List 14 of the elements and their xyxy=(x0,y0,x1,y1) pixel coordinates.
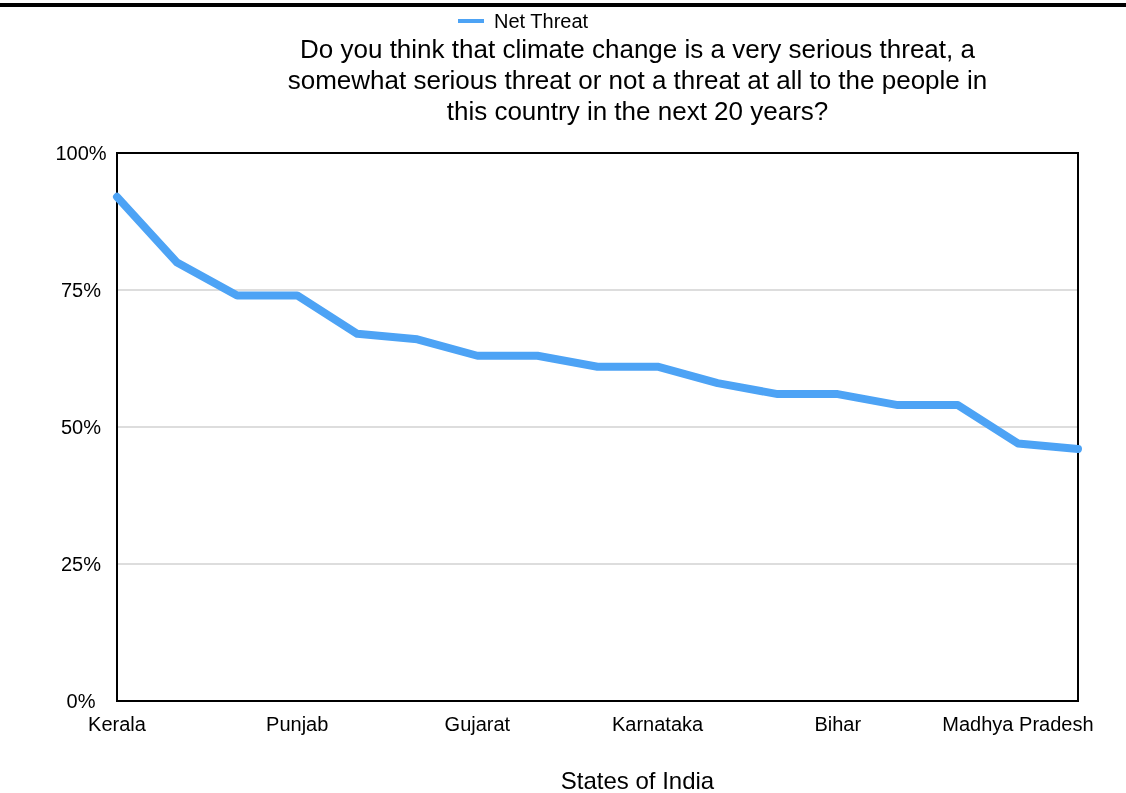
y-tick-label: 0% xyxy=(66,690,96,712)
y-tick-label: 75% xyxy=(60,279,102,301)
legend-label: Net Threat xyxy=(494,10,589,32)
y-tick-label: 25% xyxy=(60,553,102,575)
x-tick-label: Punjab xyxy=(266,713,329,735)
x-axis-title: States of India xyxy=(560,767,715,793)
x-tick-label: Kerala xyxy=(88,713,147,735)
x-tick-label: Bihar xyxy=(814,713,862,735)
x-tick-label: Karnataka xyxy=(611,713,705,735)
x-tick-label: Gujarat xyxy=(444,713,511,735)
y-tick-label: 100% xyxy=(55,142,107,164)
chart-title: Do you think that climate change is a very serious threat, a somewhat serious threat or not a threat at all to the people in this country in the next 20 years? xyxy=(287,34,988,126)
y-tick-label: 50% xyxy=(60,416,102,438)
x-tick-label: Madhya Pradesh xyxy=(942,713,1094,735)
